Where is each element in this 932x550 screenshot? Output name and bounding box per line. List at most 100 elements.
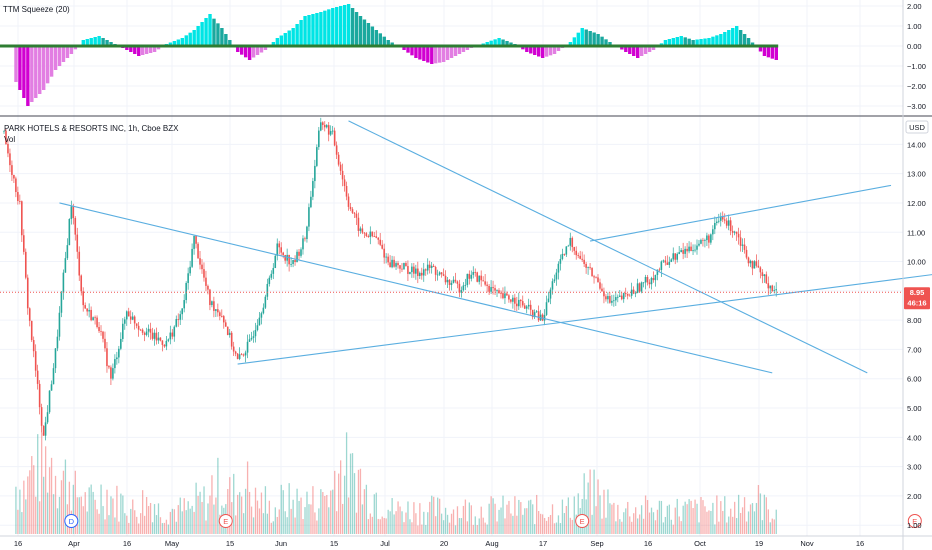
dividend-marker[interactable]: D xyxy=(64,514,79,528)
candle-body xyxy=(486,284,488,286)
volume-bar xyxy=(276,516,278,534)
candle-body xyxy=(361,228,364,233)
candle-body xyxy=(563,253,566,255)
time-axis-tick: Jul xyxy=(380,539,390,548)
volume-bar xyxy=(165,519,168,534)
volume-bar xyxy=(528,500,530,534)
candle-body xyxy=(86,308,88,312)
squeeze-bar xyxy=(497,38,501,46)
squeeze-bar xyxy=(604,39,608,46)
candle-body xyxy=(11,165,13,175)
volume-bar xyxy=(50,457,53,534)
squeeze-bar xyxy=(137,46,141,56)
squeeze-bar xyxy=(49,46,54,77)
squeeze-bar xyxy=(255,46,260,55)
candle-body xyxy=(379,239,381,245)
volume-bar xyxy=(43,476,45,534)
squeeze-bar xyxy=(746,38,751,46)
candle-body xyxy=(454,279,457,282)
trendline[interactable] xyxy=(348,120,868,374)
candle-body xyxy=(527,304,530,307)
price-candles xyxy=(3,117,777,441)
squeeze-bar xyxy=(552,46,557,54)
candle-body xyxy=(246,341,249,353)
volume-bar xyxy=(282,490,284,534)
squeeze-bar xyxy=(434,46,438,64)
volume-bar xyxy=(726,522,728,534)
volume-bar xyxy=(369,513,371,534)
candle-body xyxy=(440,272,443,275)
candle-body xyxy=(670,259,673,262)
volume-bar xyxy=(355,512,358,534)
trendlines[interactable] xyxy=(59,120,932,374)
volume-bar xyxy=(363,489,366,534)
squeeze-bar xyxy=(703,38,707,46)
volume-bar xyxy=(603,489,605,534)
earnings-marker[interactable]: E xyxy=(218,514,233,528)
squeeze-bar xyxy=(283,33,287,46)
candle-body xyxy=(9,153,11,166)
candle-body xyxy=(381,244,383,249)
symbol-title[interactable]: PARK HOTELS & RESORTS INC, 1h, Cboe BZX xyxy=(4,124,179,133)
volume-label[interactable]: Vol xyxy=(4,135,15,144)
squeeze-bar xyxy=(144,46,149,54)
currency-badge[interactable] xyxy=(905,120,929,134)
volume-bar xyxy=(413,502,415,534)
candle-body xyxy=(90,309,92,321)
squeeze-bar xyxy=(600,36,604,46)
squeeze-bar xyxy=(319,12,323,46)
trendline[interactable] xyxy=(59,202,773,374)
trendline[interactable] xyxy=(589,184,892,242)
candle-body xyxy=(700,239,702,244)
squeeze-bar xyxy=(331,8,335,46)
volume-bar xyxy=(466,521,469,534)
squeeze-price-axis[interactable]: 2.00 1.00 0.00 −1.00 −2.00 −3.00 xyxy=(907,2,926,111)
volume-bar xyxy=(373,494,375,534)
squeeze-bar xyxy=(358,16,363,46)
candle-body xyxy=(110,367,112,379)
earnings-marker[interactable]: E xyxy=(575,514,590,528)
candle-body xyxy=(171,332,174,337)
candle-body xyxy=(318,130,320,148)
candle-body xyxy=(694,249,696,251)
squeeze-bar xyxy=(414,46,418,58)
squeeze-bar xyxy=(196,26,200,46)
squeeze-bar xyxy=(69,46,74,54)
volume-bar xyxy=(444,507,447,534)
volume-bar xyxy=(690,500,692,534)
volume-bar xyxy=(526,508,528,534)
price-axis-tick: 5.00 xyxy=(907,404,922,413)
volume-bar xyxy=(769,522,771,534)
volume-bar xyxy=(274,507,276,534)
volume-bar xyxy=(334,470,336,534)
candle-body xyxy=(58,312,61,337)
candle-body xyxy=(23,235,25,252)
squeeze-pane[interactable] xyxy=(0,4,779,106)
candle-body xyxy=(343,179,346,186)
squeeze-bar xyxy=(588,31,592,46)
candle-body xyxy=(42,425,45,436)
volume-bar xyxy=(227,489,229,534)
squeeze-bar xyxy=(453,46,458,56)
earnings-marker[interactable]: E xyxy=(907,514,922,528)
candle-body xyxy=(161,340,164,345)
volume-bar xyxy=(435,516,437,534)
squeeze-bar xyxy=(636,46,640,58)
candle-body xyxy=(244,352,247,356)
candle-body xyxy=(355,213,358,218)
volume-bar xyxy=(625,508,627,534)
candle-body xyxy=(595,277,597,279)
indicator-title[interactable]: TTM Squeeze (20) xyxy=(3,5,70,14)
volume-bar xyxy=(734,501,736,534)
volume-bar xyxy=(54,475,57,534)
volume-bar xyxy=(437,497,439,534)
squeeze-bar xyxy=(430,46,434,64)
volume-bar xyxy=(573,496,575,534)
volume-bar xyxy=(700,496,702,534)
time-axis[interactable]: 16 Apr 16 May 15 Jun 15 Jul 20 Aug 17 Sep 16 Oct 19 Nov… xyxy=(14,539,864,548)
volume-bar xyxy=(555,522,558,534)
trendline[interactable] xyxy=(237,273,932,365)
